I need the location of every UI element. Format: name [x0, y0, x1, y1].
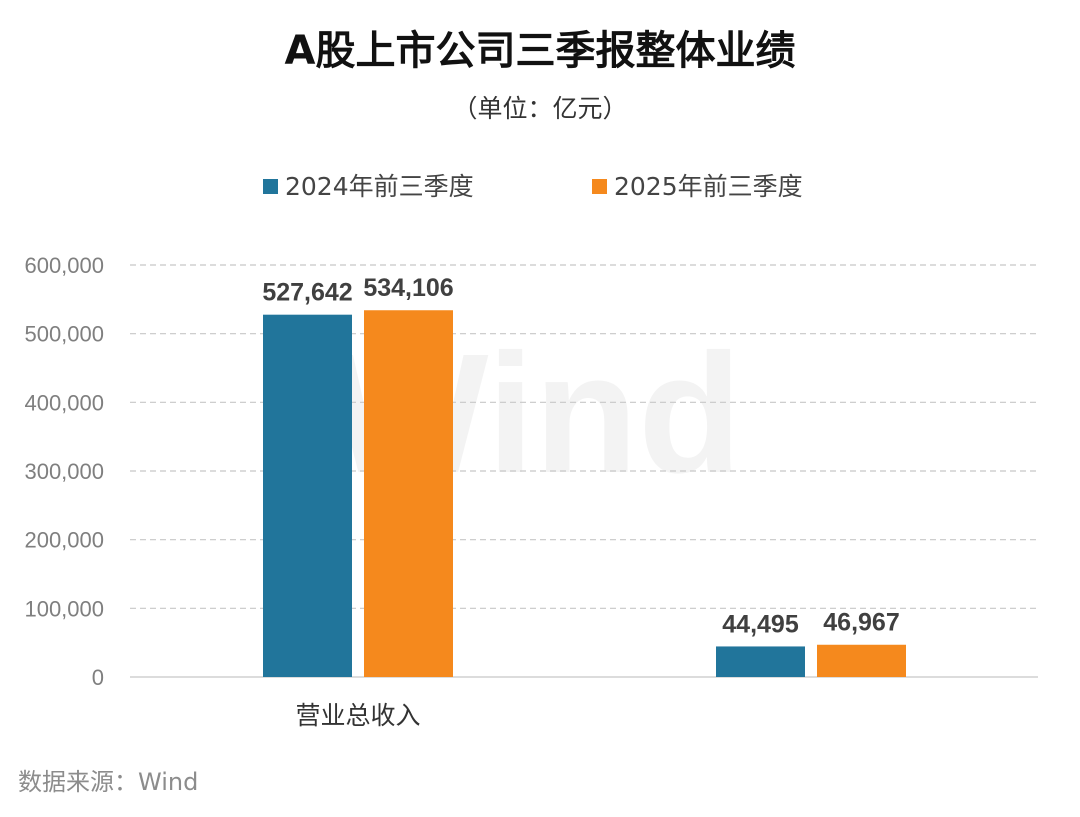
- bar: [817, 644, 906, 677]
- data-label: 46,967: [823, 609, 899, 637]
- legend-item-2024: 2024年前三季度: [263, 172, 474, 201]
- chart-subtitle: （单位：亿元）: [452, 94, 627, 123]
- bar: [263, 314, 352, 677]
- source-note: 数据来源：Wind: [18, 768, 198, 796]
- data-labels: 527,642 534,106 44,495 46,967: [262, 274, 899, 638]
- data-label: 44,495: [722, 610, 799, 638]
- chart-title: A股上市公司三季报整体业绩: [285, 28, 796, 74]
- bar: [364, 310, 453, 677]
- y-tick-label: 200,000: [24, 528, 104, 553]
- bars: [263, 310, 906, 677]
- y-tick-label: 500,000: [24, 322, 104, 347]
- legend-label-2024: 2024年前三季度: [285, 172, 474, 201]
- legend-swatch-2024: [263, 179, 278, 194]
- y-tick-label: 600,000: [24, 253, 104, 278]
- data-label: 527,642: [262, 279, 352, 307]
- y-tick-label: 300,000: [24, 459, 104, 484]
- legend-label-2025: 2025年前三季度: [614, 172, 803, 201]
- legend: 2024年前三季度 2025年前三季度: [263, 172, 803, 201]
- y-tick-label: 100,000: [24, 596, 104, 621]
- y-tick-label: 0: [92, 665, 104, 690]
- y-tick-label: 400,000: [24, 390, 104, 415]
- x-category-label: 营业总收入: [295, 701, 420, 730]
- legend-swatch-2025: [592, 179, 607, 194]
- y-axis-ticks: 0 100,000 200,000 300,000 400,000 500,000 600,…: [24, 253, 104, 690]
- x-axis-categories: 营业总收入: [295, 701, 420, 730]
- legend-item-2025: 2025年前三季度: [592, 172, 803, 201]
- data-label: 534,106: [363, 274, 453, 302]
- bar: [716, 646, 805, 677]
